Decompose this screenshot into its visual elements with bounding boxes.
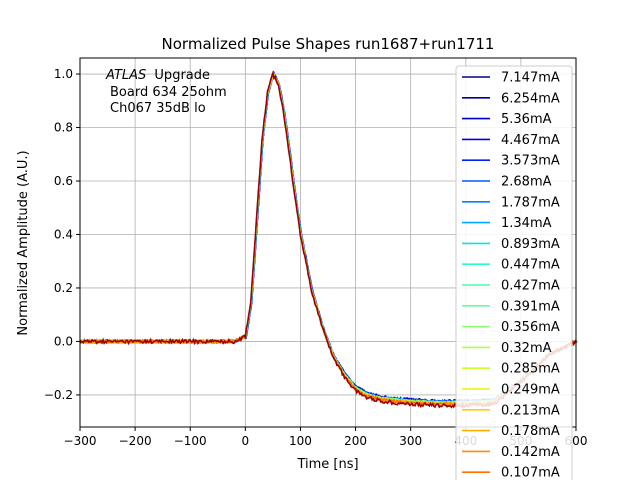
x-tick-label: 100: [289, 434, 312, 448]
legend-label: 6.254mA: [501, 91, 560, 106]
legend-label: 1.787mA: [501, 195, 560, 210]
legend-label: 0.391mA: [501, 299, 560, 314]
annotation-channel: Ch067 35dB lo: [110, 101, 206, 116]
legend-box: [455, 65, 573, 480]
annotation-upgrade: Upgrade: [154, 68, 210, 83]
plot-frame: [79, 57, 577, 428]
y-tick-label: 1.0: [54, 67, 73, 81]
x-tick-label: −100: [174, 434, 207, 448]
legend-label: 0.893mA: [501, 237, 560, 252]
x-tick-label: 0: [242, 434, 250, 448]
legend: 7.147mA 6.254mA 5.36mA 4.467mA 3.573mA 2.68mA…: [455, 65, 573, 480]
x-tick-label: −300: [64, 434, 97, 448]
y-tick-label: 0.6: [54, 174, 73, 188]
y-tick-label: 0.4: [54, 227, 73, 241]
annotation-board: Board 634 25ohm: [110, 85, 227, 100]
legend-label: 1.34mA: [501, 216, 552, 231]
y-tick-label: 0.8: [54, 121, 73, 135]
legend-label: 5.36mA: [501, 112, 552, 127]
atlas-label: ATLAS: [105, 68, 146, 83]
legend-label: 4.467mA: [501, 133, 560, 148]
legend-label: 0.427mA: [501, 279, 560, 294]
legend-label: 0.213mA: [501, 403, 560, 418]
legend-label: 0.107mA: [501, 466, 560, 480]
legend-label: 3.573mA: [501, 154, 560, 169]
legend-label: 7.147mA: [501, 71, 560, 86]
legend-label: 0.142mA: [501, 445, 560, 460]
legend-label: 0.356mA: [501, 320, 560, 335]
y-tick-label: −0.2: [44, 388, 73, 402]
x-tick-label: 300: [399, 434, 422, 448]
y-tick-label: 0.0: [54, 334, 73, 348]
legend-label: 2.68mA: [501, 175, 552, 190]
legend-label: 0.249mA: [501, 383, 560, 398]
y-axis-label: Normalized Amplitude (A.U.): [16, 150, 31, 335]
legend-label: 0.447mA: [501, 258, 560, 273]
chart-title: Normalized Pulse Shapes run1687+run1711: [162, 35, 495, 53]
atlas-annotation: ATLAS Upgrade Board 634 25ohm Ch067 35dB…: [105, 68, 227, 116]
legend-label: 0.285mA: [501, 362, 560, 377]
axis-ticks: −300−200−1000100200300400500600−0.20.00.…: [44, 67, 588, 448]
x-tick-label: 200: [344, 434, 367, 448]
y-tick-label: 0.2: [54, 281, 73, 295]
x-axis-label: Time [ns]: [296, 457, 358, 472]
legend-label: 0.178mA: [501, 424, 560, 439]
legend-label: 0.32mA: [501, 341, 552, 356]
x-tick-label: −200: [119, 434, 152, 448]
svg-text:ATLAS Upgrade: ATLAS Upgrade: [105, 68, 210, 83]
